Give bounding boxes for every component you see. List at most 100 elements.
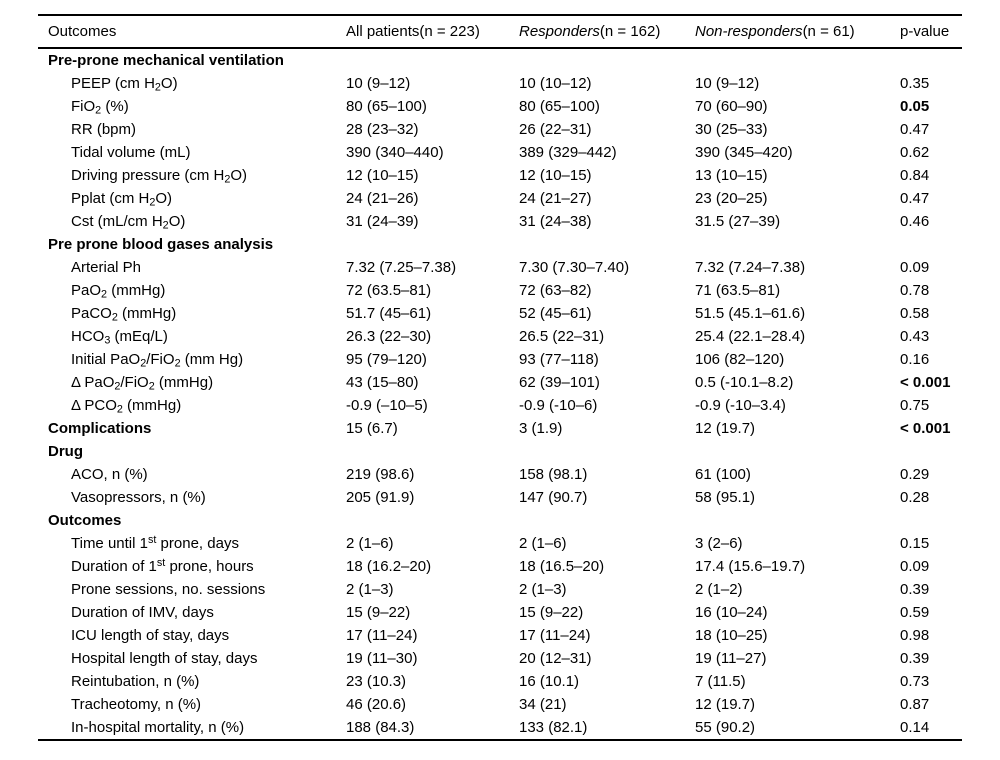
cell-p-value: 0.43 <box>900 328 930 345</box>
row-label: ICU length of stay, days <box>71 627 230 644</box>
table-row: Duration of 1st prone, hours 18 (16.2–20)… <box>38 555 962 578</box>
cell-value-non-responders: 3 (2–6) <box>695 535 743 552</box>
cell-value-non-responders: 31.5 (27–39) <box>695 213 781 230</box>
cell-value-responders <box>519 509 695 532</box>
row-label: Tracheotomy, n (%) <box>71 696 202 713</box>
row-label: Complications <box>48 420 152 437</box>
cell-p-value: 0.47 <box>900 121 930 138</box>
cell-value-all-patients: 188 (84.3) <box>346 719 415 736</box>
row-label: PEEP (cm H2O) <box>71 75 178 94</box>
table-row: Arterial Ph 7.32 (7.25–7.38) 7.30 (7.30–7.… <box>38 256 962 279</box>
cell-value-non-responders: 51.5 (45.1–61.6) <box>695 305 806 322</box>
cell-value-non-responders: 390 (345–420) <box>695 144 793 161</box>
cell-p-value: 0.62 <box>900 144 930 161</box>
cell-value-all-patients: 95 (79–120) <box>346 351 427 368</box>
cell-value-all-patients: 15 (6.7) <box>346 420 398 437</box>
cell-value-non-responders: 2 (1–2) <box>695 581 743 598</box>
row-label: Prone sessions, no. sessions <box>71 581 266 598</box>
cell-value-non-responders: 70 (60–90) <box>695 98 768 115</box>
row-label: PaCO2 (mmHg) <box>71 305 177 324</box>
cell-value-all-patients: 17 (11–24) <box>346 627 418 644</box>
column-header-p-value: p-value <box>900 23 950 40</box>
row-label: Pre-prone mechanical ventilation <box>48 52 284 69</box>
cell-value-responders: -0.9 (-10–6) <box>519 397 598 414</box>
cell-p-value: 0.28 <box>900 489 930 506</box>
cell-value-all-patients: 205 (91.9) <box>346 489 415 506</box>
clinical-outcomes-table: Outcomes All patients(n = 223) Responders(… <box>38 14 962 741</box>
cell-value-responders: 17 (11–24) <box>519 627 591 644</box>
cell-value-responders: 80 (65–100) <box>519 98 600 115</box>
table-header: Outcomes All patients(n = 223) Responders(… <box>38 15 962 48</box>
table-row: Reintubation, n (%) 23 (10.3) 16 (10.1) 7 (… <box>38 670 962 693</box>
table-body: Pre-prone mechanical ventilation PEEP (cm… <box>38 48 962 740</box>
section-row: Pre-prone mechanical ventilation <box>38 48 962 72</box>
table-row: PaCO2 (mmHg) 51.7 (45–61) 52 (45–61) 51.5 (… <box>38 302 962 325</box>
cell-value-non-responders: 13 (10–15) <box>695 167 768 184</box>
cell-p-value: 0.46 <box>900 213 930 230</box>
cell-value-non-responders: 18 (10–25) <box>695 627 768 644</box>
column-header-non-responders: Non-responders(n = 61) <box>695 23 855 40</box>
cell-value-responders: 147 (90.7) <box>519 489 588 506</box>
cell-value-responders: 2 (1–3) <box>519 581 567 598</box>
cell-value-non-responders: 19 (11–27) <box>695 650 767 667</box>
cell-value-non-responders <box>695 440 900 463</box>
cell-value-all-patients: 80 (65–100) <box>346 98 427 115</box>
cell-value-responders: 18 (16.5–20) <box>519 558 605 575</box>
table-row: PaO2 (mmHg) 72 (63.5–81) 72 (63–82) 71 (63.… <box>38 279 962 302</box>
superscript: st <box>147 534 157 547</box>
section-row: Pre prone blood gases analysis <box>38 233 962 256</box>
cell-value-all-patients: 72 (63.5–81) <box>346 282 432 299</box>
cell-value-all-patients: 26.3 (22–30) <box>346 328 432 345</box>
subscript: 2 <box>114 380 121 393</box>
cell-value-non-responders: 58 (95.1) <box>695 489 756 506</box>
table-header-row: Outcomes All patients(n = 223) Responders(… <box>38 15 962 48</box>
cell-value-responders <box>519 233 695 256</box>
cell-value-all-patients <box>346 509 519 532</box>
table-row: Pplat (cm H2O) 24 (21–26) 24 (21–27) 23 (20… <box>38 187 962 210</box>
cell-p-value: 0.98 <box>900 627 930 644</box>
table-row: ICU length of stay, days 17 (11–24) 17 (11… <box>38 624 962 647</box>
cell-value-responders: 389 (329–442) <box>519 144 617 161</box>
table-row: In-hospital mortality, n (%) 188 (84.3) 13… <box>38 716 962 740</box>
cell-value-non-responders <box>695 48 900 72</box>
cell-value-all-patients: 23 (10.3) <box>346 673 407 690</box>
cell-value-all-patients: 18 (16.2–20) <box>346 558 432 575</box>
cell-value-all-patients: 28 (23–32) <box>346 121 419 138</box>
row-label: Time until 1st prone, days <box>71 534 239 552</box>
cell-value-non-responders: 12 (19.7) <box>695 420 756 437</box>
cell-value-responders: 20 (12–31) <box>519 650 592 667</box>
cell-value-responders: 16 (10.1) <box>519 673 580 690</box>
cell-value-responders: 7.30 (7.30–7.40) <box>519 259 630 276</box>
cell-p-value: 0.14 <box>900 719 930 736</box>
cell-value-responders: 10 (10–12) <box>519 75 592 92</box>
cell-value-non-responders: 55 (90.2) <box>695 719 756 736</box>
table-row: Tidal volume (mL) 390 (340–440) 389 (329–4… <box>38 141 962 164</box>
cell-value-responders <box>519 48 695 72</box>
section-row: Complications 15 (6.7) 3 (1.9) 12 (19.7) < 0… <box>38 417 962 440</box>
cell-p-value <box>900 48 962 72</box>
table-row: Δ PaO2/FiO2 (mmHg) 43 (15–80) 62 (39–101) 0… <box>38 371 962 394</box>
table-row: Cst (mL/cm H2O) 31 (24–39) 31 (24–38) 31.5 … <box>38 210 962 233</box>
row-label: Hospital length of stay, days <box>71 650 258 667</box>
cell-value-non-responders: 30 (25–33) <box>695 121 768 138</box>
cell-value-responders: 93 (77–118) <box>519 351 599 368</box>
row-label: ACO, n (%) <box>71 466 148 483</box>
cell-value-all-patients: 24 (21–26) <box>346 190 419 207</box>
row-label: Initial PaO2/FiO2 (mm Hg) <box>71 351 244 370</box>
cell-value-all-patients: 19 (11–30) <box>346 650 418 667</box>
table-row: Hospital length of stay, days 19 (11–30) 2… <box>38 647 962 670</box>
table-row: RR (bpm) 28 (23–32) 26 (22–31) 30 (25–33) 0.… <box>38 118 962 141</box>
subscript: 2 <box>95 104 102 117</box>
cell-value-non-responders <box>695 233 900 256</box>
table-row: Prone sessions, no. sessions 2 (1–3) 2 (1–… <box>38 578 962 601</box>
cell-value-responders: 72 (63–82) <box>519 282 592 299</box>
cell-value-responders: 31 (24–38) <box>519 213 592 230</box>
cell-p-value: < 0.001 <box>900 420 951 437</box>
cell-value-all-patients: 12 (10–15) <box>346 167 419 184</box>
row-label: PaO2 (mmHg) <box>71 282 166 301</box>
cell-value-all-patients: 10 (9–12) <box>346 75 411 92</box>
table-row: HCO3 (mEq/L) 26.3 (22–30) 26.5 (22–31) 25.4… <box>38 325 962 348</box>
cell-p-value: 0.35 <box>900 75 930 92</box>
subscript: 2 <box>162 219 169 232</box>
